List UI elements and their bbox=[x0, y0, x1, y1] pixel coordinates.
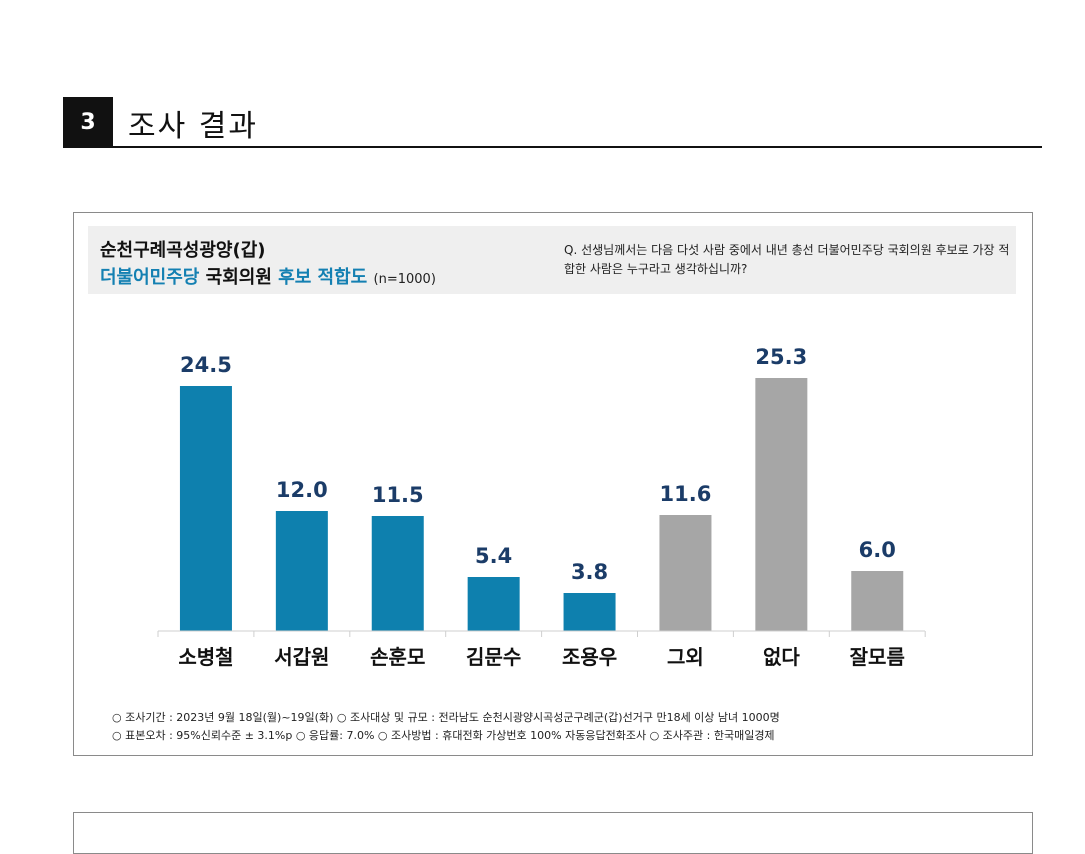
bar-3 bbox=[371, 516, 424, 631]
survey-question: Q. 선생님께서는 다음 다섯 사람 중에서 내년 총선 더불어민주당 국회의원… bbox=[564, 243, 1010, 276]
x-axis-labels: 소병철 서갑원 손훈모 김문수 조용우 그외 없다 잘모름 bbox=[178, 645, 905, 669]
bar-6 bbox=[659, 515, 712, 631]
bar-2 bbox=[275, 511, 328, 631]
bar-5 bbox=[563, 593, 616, 631]
category-label: 없다 bbox=[763, 645, 800, 669]
category-label: 조용우 bbox=[562, 645, 617, 669]
footnote-line-2: ○ 표본오차 : 95%신뢰수준 ± 3.1%p ○ 응답률: 7.0% ○ 조… bbox=[112, 729, 775, 742]
category-label: 잘모름 bbox=[850, 645, 905, 669]
chart-title-topic: 후보 적합도 bbox=[278, 267, 368, 288]
chart-title-party: 더불어민주당 bbox=[100, 267, 200, 288]
bar-value-label: 12.0 bbox=[276, 478, 328, 502]
bar-chart: 24.5 12.0 11.5 5.4 3.8 11.6 25.3 6.0 소병철 서갑원 손훈모 김… bbox=[157, 345, 926, 669]
category-label: 서갑원 bbox=[274, 645, 329, 669]
chart-sample-size: (n=1000) bbox=[373, 272, 436, 287]
bar-7 bbox=[755, 378, 808, 631]
bar-value-label: 11.5 bbox=[372, 483, 424, 507]
bar-8 bbox=[851, 571, 904, 631]
footnote-line-1: ○ 조사기간 : 2023년 9월 18일(월)~19일(화) ○ 조사대상 및… bbox=[112, 711, 780, 724]
bar-4 bbox=[467, 577, 520, 631]
x-axis-ticks bbox=[157, 631, 926, 637]
chart-title-line: 더불어민주당 국회의원 후보 적합도 (n=1000) bbox=[100, 263, 436, 289]
chart-panel: 순천구례곡성광양(갑) 더불어민주당 국회의원 후보 적합도 (n=1000) … bbox=[73, 212, 1033, 756]
category-label: 손훈모 bbox=[370, 645, 425, 669]
chart-title-region: 순천구례곡성광양(갑) bbox=[100, 240, 266, 261]
bar-value-label: 25.3 bbox=[755, 345, 807, 369]
bar-value-label: 6.0 bbox=[859, 538, 896, 562]
category-label: 그외 bbox=[667, 645, 704, 669]
bar-value-label: 11.6 bbox=[660, 482, 712, 506]
chart-title-role: 국회의원 bbox=[205, 267, 272, 288]
bar-value-label: 5.4 bbox=[475, 544, 512, 568]
next-chart-panel bbox=[73, 812, 1033, 854]
chart-header: 순천구례곡성광양(갑) 더불어민주당 국회의원 후보 적합도 (n=1000) … bbox=[88, 226, 1016, 294]
category-label: 소병철 bbox=[178, 645, 233, 669]
bar-1 bbox=[179, 386, 232, 631]
category-label: 김문수 bbox=[466, 645, 521, 669]
bars-layer: 24.5 12.0 11.5 5.4 3.8 11.6 25.3 6.0 bbox=[179, 345, 904, 631]
survey-footnotes: ○ 조사기간 : 2023년 9월 18일(월)~19일(화) ○ 조사대상 및… bbox=[112, 709, 780, 745]
bar-value-label: 24.5 bbox=[180, 353, 232, 377]
section-title: 조사 결과 bbox=[128, 109, 258, 144]
section-divider bbox=[63, 146, 1042, 148]
bar-value-label: 3.8 bbox=[571, 560, 608, 584]
section-number-badge: 3 bbox=[63, 97, 113, 147]
